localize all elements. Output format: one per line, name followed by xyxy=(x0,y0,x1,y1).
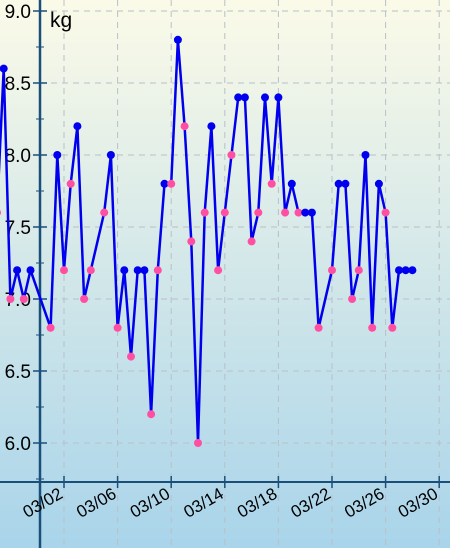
data-point xyxy=(381,208,390,217)
data-point xyxy=(133,266,142,275)
data-point xyxy=(140,266,149,275)
data-point xyxy=(0,64,8,73)
data-point xyxy=(66,179,75,188)
data-point xyxy=(80,295,89,303)
series-points xyxy=(0,35,417,447)
data-point xyxy=(334,179,343,188)
data-point xyxy=(207,122,216,131)
data-point xyxy=(187,237,196,246)
data-point xyxy=(220,208,229,217)
data-point xyxy=(388,323,397,332)
data-point xyxy=(73,122,82,131)
data-point xyxy=(180,122,189,131)
data-point xyxy=(361,151,370,159)
data-point xyxy=(341,179,350,188)
data-point xyxy=(60,266,68,275)
y-unit-label: kg xyxy=(50,9,72,32)
data-point xyxy=(227,151,236,159)
data-point xyxy=(234,93,243,102)
data-point xyxy=(127,352,135,361)
data-point xyxy=(19,295,28,303)
data-point xyxy=(287,179,296,188)
y-tick-label: 8.0 xyxy=(5,146,31,167)
data-point xyxy=(374,179,383,188)
data-point xyxy=(120,266,129,275)
data-point xyxy=(267,179,276,188)
data-point xyxy=(106,151,115,159)
data-point xyxy=(200,208,209,217)
data-point xyxy=(214,266,223,275)
data-point xyxy=(274,93,283,102)
data-point xyxy=(395,266,403,275)
data-point xyxy=(408,266,417,275)
data-point xyxy=(328,266,336,275)
data-point xyxy=(6,295,15,303)
y-tick-label: 6.0 xyxy=(5,434,31,455)
data-point xyxy=(401,266,410,275)
data-point xyxy=(294,208,303,217)
y-tick-label: 7.5 xyxy=(5,218,31,239)
data-point xyxy=(26,266,35,275)
data-point xyxy=(254,208,263,217)
data-point xyxy=(368,323,377,332)
data-point xyxy=(160,179,169,188)
data-point xyxy=(301,208,310,217)
data-point xyxy=(100,208,109,217)
data-point xyxy=(247,237,256,246)
data-point xyxy=(194,439,202,447)
data-point xyxy=(113,323,122,332)
data-point xyxy=(53,151,62,159)
data-point xyxy=(13,266,22,275)
data-point xyxy=(281,208,290,217)
data-point xyxy=(153,266,162,275)
data-point xyxy=(240,93,249,102)
data-point xyxy=(167,179,176,188)
data-point xyxy=(348,295,357,303)
data-point xyxy=(0,209,1,216)
y-tick-label: 9.0 xyxy=(5,2,31,23)
data-point xyxy=(314,323,323,332)
y-tick-label: 8.5 xyxy=(5,74,31,95)
data-point xyxy=(86,266,95,275)
data-point xyxy=(46,323,55,332)
y-tick-label: 6.5 xyxy=(5,362,31,383)
data-point xyxy=(354,266,363,275)
data-point xyxy=(173,35,182,44)
data-point xyxy=(147,410,156,419)
data-point xyxy=(307,208,316,217)
data-point xyxy=(261,93,269,102)
y-tick-labels: 9.08.58.07.57.06.56.0 xyxy=(5,2,31,455)
